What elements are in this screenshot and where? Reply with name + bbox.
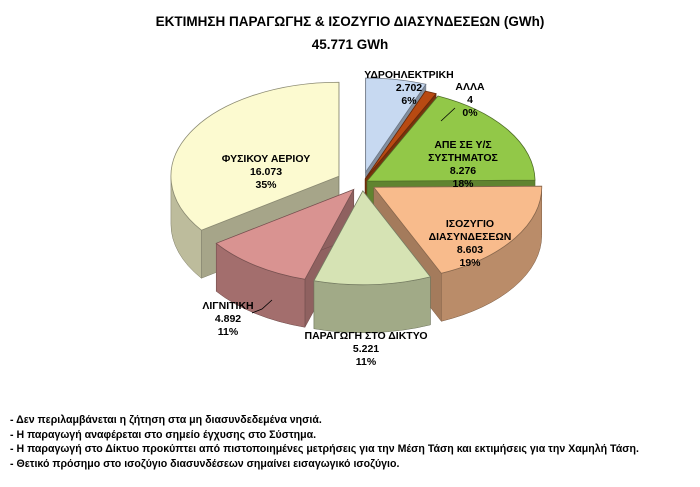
data-label: ΥΔΡΟΗΛΕΚΤΡΙΚΗ 2.702 6% xyxy=(364,69,453,107)
data-label: ΛΙΓΝΙΤΙΚΗ 4.892 11% xyxy=(202,300,253,338)
data-label: ΠΑΡΑΓΩΓΗ ΣΤΟ ΔΙΚΤΥΟ 5.221 11% xyxy=(305,330,428,368)
footnotes: - Δεν περιλαμβάνεται η ζήτηση στα μη δια… xyxy=(10,413,639,471)
footnote: - Θετικό πρόσημο στο ισοζύγιο διασυνδέσε… xyxy=(10,457,400,470)
data-label: ΦΥΣΙΚΟΥ ΑΕΡΙΟΥ 16.073 35% xyxy=(222,153,310,191)
chart-title: ΕΚΤΙΜΗΣΗ ΠΑΡΑΓΩΓΗΣ & ΙΣΟΖΥΓΙΟ ΔΙΑΣΥΝΔΕΣΕ… xyxy=(155,14,545,29)
data-label: ΑΠΕ ΣΕ Υ/Σ ΣΥΣΤΗΜΑΤΟΣ 8.276 18% xyxy=(428,139,498,190)
leader-line xyxy=(251,299,273,314)
leader-line xyxy=(440,107,456,122)
slice-distribution xyxy=(313,190,432,334)
footnote: - Η παραγωγή στο Δίκτυο προκύπτει από πι… xyxy=(10,443,639,455)
pie-chart: ΥΔΡΟΗΛΕΚΤΡΙΚΗ 2.702 6%ΑΛΛΑ 4 0% ΑΠΕ ΣΕ Υ/Σ ΣΥΣ… xyxy=(170,69,543,368)
chart-total: 45.771 GWh xyxy=(311,37,389,52)
data-label: ΙΣΟΖΥΓΙΟ ΔΙΑΣΥΝΔΕΣΕΩΝ 8.603 19% xyxy=(429,218,512,269)
footnote: - Δεν περιλαμβάνεται η ζήτηση στα μη δια… xyxy=(10,414,322,426)
data-label: ΑΛΛΑ 4 0% xyxy=(455,81,485,119)
footnote: - Η παραγωγή αναφέρεται στο σημείο έγχυσ… xyxy=(10,428,317,441)
